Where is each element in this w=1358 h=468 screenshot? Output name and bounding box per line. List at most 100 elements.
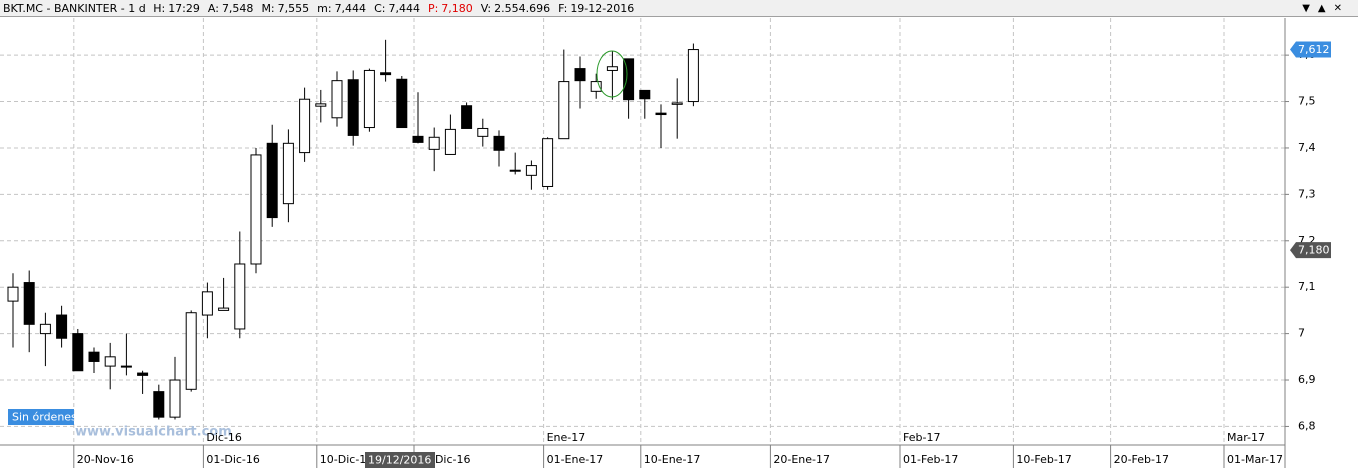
- candle-body: [590, 81, 602, 92]
- candle-body: [331, 80, 343, 119]
- header-field: m: 7,444: [317, 2, 370, 15]
- field-value: 17:29: [168, 2, 200, 15]
- x-tick-label: 20-Feb-17: [1114, 453, 1169, 466]
- candle-body: [282, 142, 294, 205]
- header-field: M: 7,555: [261, 2, 313, 15]
- header-bar: BKT.MC - BANKINTER - 1 d H: 17:29 A: 7,548 M…: [0, 0, 1358, 17]
- candle-body: [299, 98, 311, 154]
- candle-body: [574, 68, 586, 82]
- cursor-label: 19/12/2016: [368, 454, 431, 467]
- candle-body: [542, 138, 554, 187]
- candle-body: [120, 365, 132, 368]
- x-tick-label: 20-Nov-16: [77, 453, 134, 466]
- candle-body: [104, 356, 116, 367]
- x-tick-label: 01-Dic-16: [206, 453, 260, 466]
- candle-body: [493, 135, 505, 151]
- candle-body: [606, 66, 618, 71]
- candle-body: [687, 49, 699, 103]
- y-tick-label: 7,4: [1298, 141, 1316, 154]
- candle-body: [428, 136, 440, 150]
- price-marker-label: 7,180: [1298, 244, 1330, 257]
- x-tick-label: 01-Ene-17: [547, 453, 604, 466]
- month-label: Dic-16: [206, 431, 242, 444]
- month-label: Ene-17: [547, 431, 586, 444]
- y-tick-label: 7,3: [1298, 187, 1316, 200]
- candle-body: [461, 105, 473, 129]
- candle-body: [218, 307, 230, 311]
- status-text: Sin órdenes: [12, 411, 77, 424]
- cursor-box: [365, 452, 435, 468]
- candle-body: [315, 103, 327, 107]
- candle-body: [185, 312, 197, 390]
- candle-body: [7, 286, 19, 302]
- field-value: 7,444: [334, 2, 367, 15]
- candle-body: [72, 333, 84, 372]
- candle-body: [88, 351, 100, 362]
- x-tick-label: 10-Feb-17: [1016, 453, 1071, 466]
- candle-body: [558, 81, 570, 140]
- x-tick-label: 10-Ene-17: [644, 453, 701, 466]
- candle-body: [623, 58, 635, 101]
- header-field: F: 19-12-2016: [558, 2, 638, 15]
- header-field: C: 7,444: [374, 2, 424, 15]
- candle-body: [525, 165, 537, 176]
- month-label: Mar-17: [1227, 431, 1265, 444]
- field-key: A:: [207, 2, 219, 15]
- x-tick-label: 10-Dic-16: [320, 453, 374, 466]
- y-tick-label: 7,1: [1298, 280, 1316, 293]
- candle-body: [639, 89, 651, 100]
- candle-body: [137, 372, 149, 376]
- candle-body: [380, 72, 392, 76]
- candle-body: [444, 128, 456, 155]
- header-title: BKT.MC - BANKINTER - 1 d: [3, 2, 146, 15]
- marks-layer: [7, 39, 699, 420]
- window-buttons[interactable]: ▼▲✕: [1302, 3, 1350, 14]
- y-tick-label: 7: [1298, 327, 1305, 340]
- highlight-ellipse: [596, 50, 628, 98]
- candle-body: [396, 78, 408, 129]
- y-tick-label: 6,8: [1298, 419, 1316, 432]
- field-value: 7,444: [388, 2, 420, 15]
- candle-body: [153, 391, 165, 418]
- field-key: V:: [480, 2, 492, 15]
- candle-body: [39, 323, 51, 335]
- status-box[interactable]: [8, 409, 74, 425]
- price-marker: [1290, 41, 1331, 58]
- field-value: 7,555: [277, 2, 310, 15]
- header-field: H: 17:29: [153, 2, 204, 15]
- watermark: www.visualchart.com: [75, 425, 232, 440]
- price-marker: [1290, 242, 1331, 259]
- candle-body: [250, 154, 262, 265]
- background: [0, 18, 1358, 468]
- price-marker-label: 7,612: [1298, 43, 1330, 56]
- candle-body: [23, 282, 35, 325]
- header-field: V: 2.554.696: [481, 2, 554, 15]
- field-value: 19-12-2016: [570, 2, 635, 15]
- x-tick-label: 01-Mar-17: [1227, 453, 1283, 466]
- y-tick-label: 6,9: [1298, 373, 1316, 386]
- candle-body: [169, 379, 181, 418]
- y-tick-label: 7,5: [1298, 95, 1316, 108]
- candle-body: [509, 169, 521, 172]
- candle-body: [266, 142, 278, 219]
- candle-body: [234, 263, 246, 330]
- header-field: A: 7,548: [208, 2, 258, 15]
- candle-body: [363, 69, 375, 129]
- candle-body: [477, 127, 489, 137]
- field-key: C:: [374, 2, 386, 15]
- field-value: 7,180: [441, 2, 473, 15]
- field-key: P:: [427, 2, 439, 15]
- field-key: m:: [317, 2, 332, 15]
- candle-body: [412, 135, 424, 143]
- field-key: M:: [261, 2, 275, 15]
- field-key: H:: [153, 2, 166, 15]
- candle-body: [347, 79, 359, 136]
- candle-body: [201, 291, 213, 316]
- candle-body: [655, 112, 667, 116]
- x-tick-label: 20-Ene-17: [773, 453, 830, 466]
- field-value: 2.554.696: [494, 2, 551, 15]
- candle-body: [671, 102, 683, 105]
